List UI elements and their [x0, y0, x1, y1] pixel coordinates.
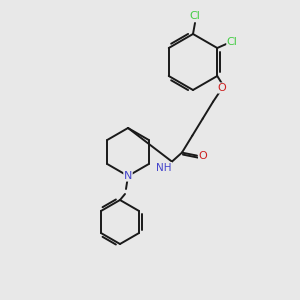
Text: O: O	[218, 83, 226, 93]
Text: O: O	[199, 151, 207, 160]
Text: Cl: Cl	[227, 37, 238, 47]
Text: NH: NH	[156, 163, 172, 172]
Text: NH: NH	[156, 163, 172, 172]
Text: N: N	[124, 171, 132, 181]
Text: Cl: Cl	[190, 11, 200, 21]
